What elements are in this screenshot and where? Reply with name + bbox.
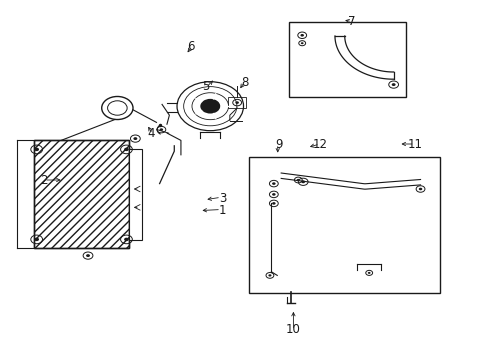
Circle shape <box>235 101 239 104</box>
Circle shape <box>34 238 39 241</box>
Text: 2: 2 <box>40 174 48 186</box>
Circle shape <box>300 42 303 44</box>
Circle shape <box>271 193 275 196</box>
Circle shape <box>86 254 90 257</box>
Text: 4: 4 <box>147 127 155 140</box>
Text: 5: 5 <box>201 80 209 93</box>
Circle shape <box>34 148 39 151</box>
Circle shape <box>159 128 163 131</box>
Circle shape <box>367 272 370 274</box>
Circle shape <box>296 179 299 181</box>
Circle shape <box>124 148 128 151</box>
Circle shape <box>200 99 220 113</box>
Text: 8: 8 <box>240 76 248 89</box>
Circle shape <box>391 83 395 86</box>
Circle shape <box>268 274 271 276</box>
Text: 1: 1 <box>218 204 226 217</box>
Bar <box>129 149 142 240</box>
Circle shape <box>300 34 304 37</box>
Text: 10: 10 <box>285 323 300 336</box>
Circle shape <box>271 202 275 205</box>
Text: 11: 11 <box>407 138 422 150</box>
Circle shape <box>133 137 137 140</box>
Bar <box>34 140 129 248</box>
Circle shape <box>418 188 422 190</box>
Bar <box>228 97 245 108</box>
Text: 6: 6 <box>186 40 194 53</box>
Text: 7: 7 <box>347 15 355 28</box>
Circle shape <box>124 238 128 241</box>
Text: 9: 9 <box>274 138 282 150</box>
Circle shape <box>271 182 275 185</box>
Bar <box>34 140 129 248</box>
Circle shape <box>301 180 305 183</box>
Text: 3: 3 <box>218 192 226 204</box>
Bar <box>288 22 405 97</box>
Text: 12: 12 <box>312 138 327 150</box>
Bar <box>249 157 439 293</box>
